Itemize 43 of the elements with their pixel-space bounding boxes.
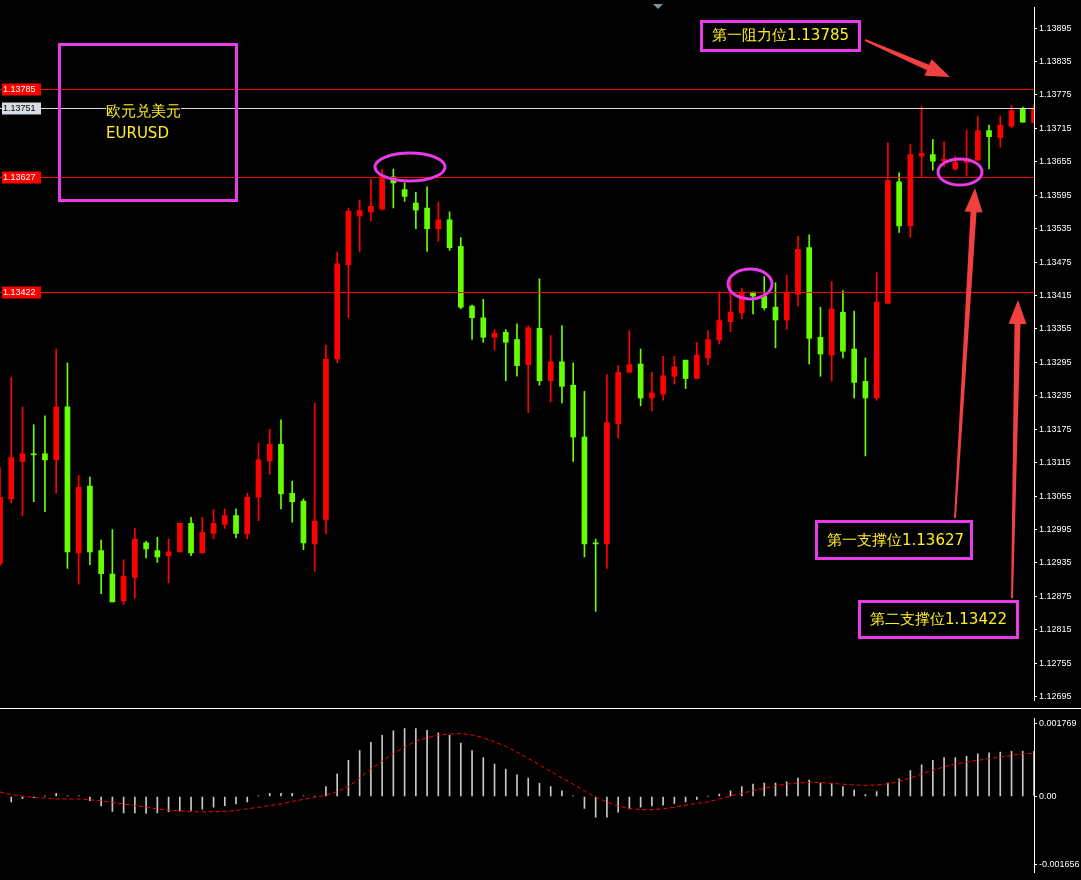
candlestick — [986, 124, 992, 170]
y-tick-label: 1.13655 — [1039, 156, 1072, 167]
candlestick — [413, 192, 419, 229]
annotation: 第一支撑位1.13627 — [827, 531, 965, 550]
y-tick-label: 1.13175 — [1039, 423, 1072, 434]
candlestick — [435, 202, 442, 242]
y-tick-label: 1.12935 — [1039, 557, 1072, 568]
y-tick-label: 1.13535 — [1039, 223, 1072, 234]
line-series — [0, 733, 1035, 813]
candlestick — [42, 415, 48, 513]
y-tick-label: 1.13775 — [1039, 89, 1072, 100]
ref-line-label: 1.13785 — [3, 84, 36, 95]
y-tick-label: 1.13475 — [1039, 256, 1072, 267]
y-tick-label: 1.13055 — [1039, 490, 1072, 501]
y-tick-label: 1.13715 — [1039, 122, 1072, 133]
y-tick-label: 1.13415 — [1039, 289, 1072, 300]
candlestick — [502, 329, 509, 382]
y-tick-label: 1.12875 — [1039, 590, 1072, 601]
annotation: 第一阻力位1.13785 — [712, 26, 850, 45]
y-tick-label: 0.001769 — [1039, 718, 1077, 729]
y-tick-label: 1.12695 — [1039, 691, 1072, 702]
y-tick-label: 1.13595 — [1039, 189, 1072, 200]
annotation: 第二支撑位1.13422 — [870, 610, 1008, 629]
candlestick — [289, 480, 296, 523]
y-tick-label: 1.12815 — [1039, 624, 1072, 635]
ref-line-label: 1.13422 — [3, 287, 36, 298]
y-tick-label: 1.13235 — [1039, 390, 1072, 401]
y-tick-label: 1.13115 — [1039, 457, 1071, 468]
candlestick — [30, 424, 37, 502]
y-tick-label: 1.13835 — [1039, 55, 1072, 66]
annotation: 欧元兑美元 — [106, 102, 181, 121]
candlestick — [311, 402, 318, 572]
y-tick-label: 1.13295 — [1039, 356, 1072, 367]
candlestick — [649, 372, 655, 412]
y-tick-label: 0.00 — [1039, 791, 1057, 802]
y-tick-label: -0.001656 — [1039, 859, 1080, 870]
y-tick-label: 1.13355 — [1039, 323, 1072, 334]
y-tick-label: 1.12995 — [1039, 524, 1072, 535]
y-tick-label: 1.12755 — [1039, 657, 1072, 668]
y-tick-label: 1.13895 — [1039, 22, 1072, 33]
ref-line-label: 1.13627 — [3, 172, 36, 183]
annotation: EURUSD — [106, 124, 169, 142]
ref-line-label: 1.13751 — [3, 103, 36, 114]
